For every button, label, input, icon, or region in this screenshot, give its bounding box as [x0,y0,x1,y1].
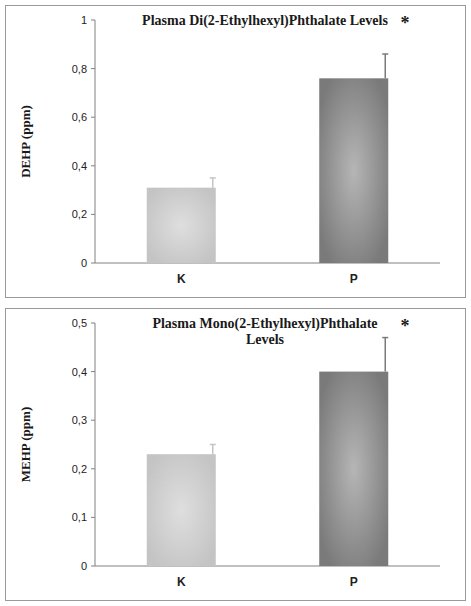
y-tick-label: 0,6 [72,111,87,123]
y-tick [91,420,95,421]
annotation: * [401,316,410,336]
title: Plasma Mono(2-Ethylhexyl)PhthalateLevels [152,316,377,347]
y-tick [91,165,95,166]
error-bar [210,178,216,188]
figure: 0 0,2 0,4 0,6 0,8 1 K P Plasma Di(2-Ethylhexyl)P… [0,0,471,606]
y-tick [91,323,95,324]
bars [147,338,389,566]
error-bar [382,338,388,372]
bar [147,188,216,263]
y-axis-label: MEHP (ppm) [18,407,33,482]
y-tick [91,117,95,118]
y-tick-label: 0 [81,560,87,572]
panel: 0 0,1 0,2 0,3 0,4 0,5 K P Plasma Mono(2-Ethylhex… [6,309,466,601]
panel-frame [6,6,466,298]
panel: 0 0,2 0,4 0,6 0,8 1 K P Plasma Di(2-Ethylhexyl)P… [6,6,466,298]
y-axis [95,20,96,263]
error-bar [382,54,388,78]
y-tick [91,263,95,264]
y-tick [91,371,95,372]
bar-shine [147,454,216,566]
bar-shine [319,372,388,566]
x-tick-label: P [350,575,358,589]
y-tick-label: 0,5 [72,317,87,329]
x-tick-label: K [177,272,186,286]
y-tick [91,20,95,21]
y-tick [91,517,95,518]
y-tick [91,468,95,469]
bar [147,454,216,566]
x-tick-label: P [350,272,358,286]
y-tick [91,566,95,567]
x-tick-label: K [177,575,186,589]
y-tick [91,68,95,69]
y-axis [95,323,96,566]
y-tick [91,214,95,215]
bar-shine [147,188,216,263]
title: Plasma Di(2-Ethylhexyl)Phthalate Levels [142,13,388,29]
annotation: * [401,13,410,33]
y-tick-label: 0,4 [72,160,87,172]
y-tick-label: 0,8 [72,63,87,75]
y-tick-label: 0,1 [72,511,87,523]
panel-frame [6,309,466,601]
y-tick-label: 1 [81,14,87,26]
y-tick-label: 0,2 [72,208,87,220]
y-axis-label: DEHP (ppm) [18,105,33,178]
y-tick-label: 0,2 [72,463,87,475]
bar [319,78,388,263]
y-tick-label: 0,4 [72,366,87,378]
bars [147,54,389,263]
y-tick-label: 0 [81,257,87,269]
error-bar [210,445,216,455]
bar-shine [319,78,388,263]
y-tick-label: 0,3 [72,414,87,426]
bar [319,372,388,566]
